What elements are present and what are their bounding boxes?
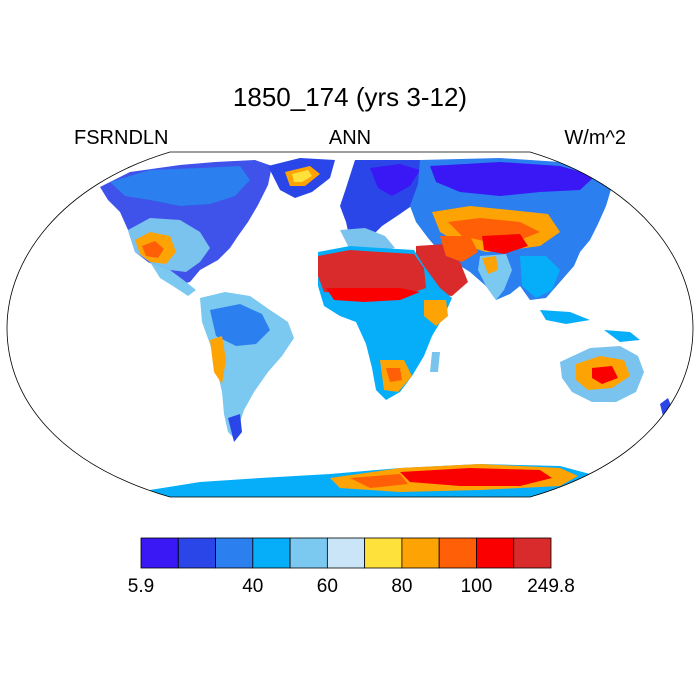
colorbar-box — [140, 537, 179, 569]
south-africa-core — [386, 368, 402, 382]
new-zealand — [660, 398, 672, 420]
amazon — [210, 304, 270, 346]
colorbar-tick-label: 249.8 — [527, 576, 575, 597]
colorbar-tick-label: 100 — [461, 576, 493, 597]
sahel — [326, 288, 420, 302]
colorbar-box — [364, 537, 403, 569]
sahara — [318, 250, 426, 294]
antarctica-core — [400, 468, 552, 486]
colorbar-box — [438, 537, 477, 569]
siberia — [430, 162, 595, 196]
colorbar-box — [326, 537, 366, 569]
variable-label: FSRNDLN — [74, 127, 169, 149]
season-label: ANN — [328, 127, 372, 149]
usa-southwest-core — [142, 241, 164, 258]
antarctica-hot — [350, 474, 408, 488]
patagonia — [228, 414, 242, 442]
plot-title: 1850_174 (yrs 3-12) — [232, 82, 468, 112]
se-asia — [520, 256, 560, 298]
new-guinea — [604, 330, 640, 342]
greenland-inner — [292, 170, 312, 182]
colorbar-box — [215, 537, 254, 569]
horn-of-africa — [424, 300, 448, 326]
colorbar-box — [476, 537, 515, 569]
colorbar-tick-label: 5.9 — [128, 576, 154, 597]
units-label: W/m^2 — [564, 127, 626, 149]
madagascar — [430, 352, 440, 372]
colorbar-box — [252, 537, 291, 569]
mexico — [150, 262, 196, 296]
andes-hot — [210, 336, 226, 384]
india-west — [482, 256, 498, 274]
canada-north — [110, 166, 250, 206]
colorbar-tick-label: 60 — [317, 576, 338, 597]
colorbar-tick-label: 80 — [391, 576, 412, 597]
colorbar-box — [177, 537, 216, 569]
iran — [440, 236, 478, 262]
scandinavia — [370, 164, 420, 196]
colorbar-box — [289, 537, 328, 569]
europe-south — [340, 228, 395, 252]
indonesia — [540, 310, 590, 324]
australia-core — [592, 366, 618, 384]
globe-outline — [6, 151, 694, 498]
tibet — [482, 234, 528, 254]
colorbar-box — [513, 537, 552, 569]
colorbar-box — [401, 537, 440, 569]
colorbar-tick-label: 40 — [242, 576, 263, 597]
